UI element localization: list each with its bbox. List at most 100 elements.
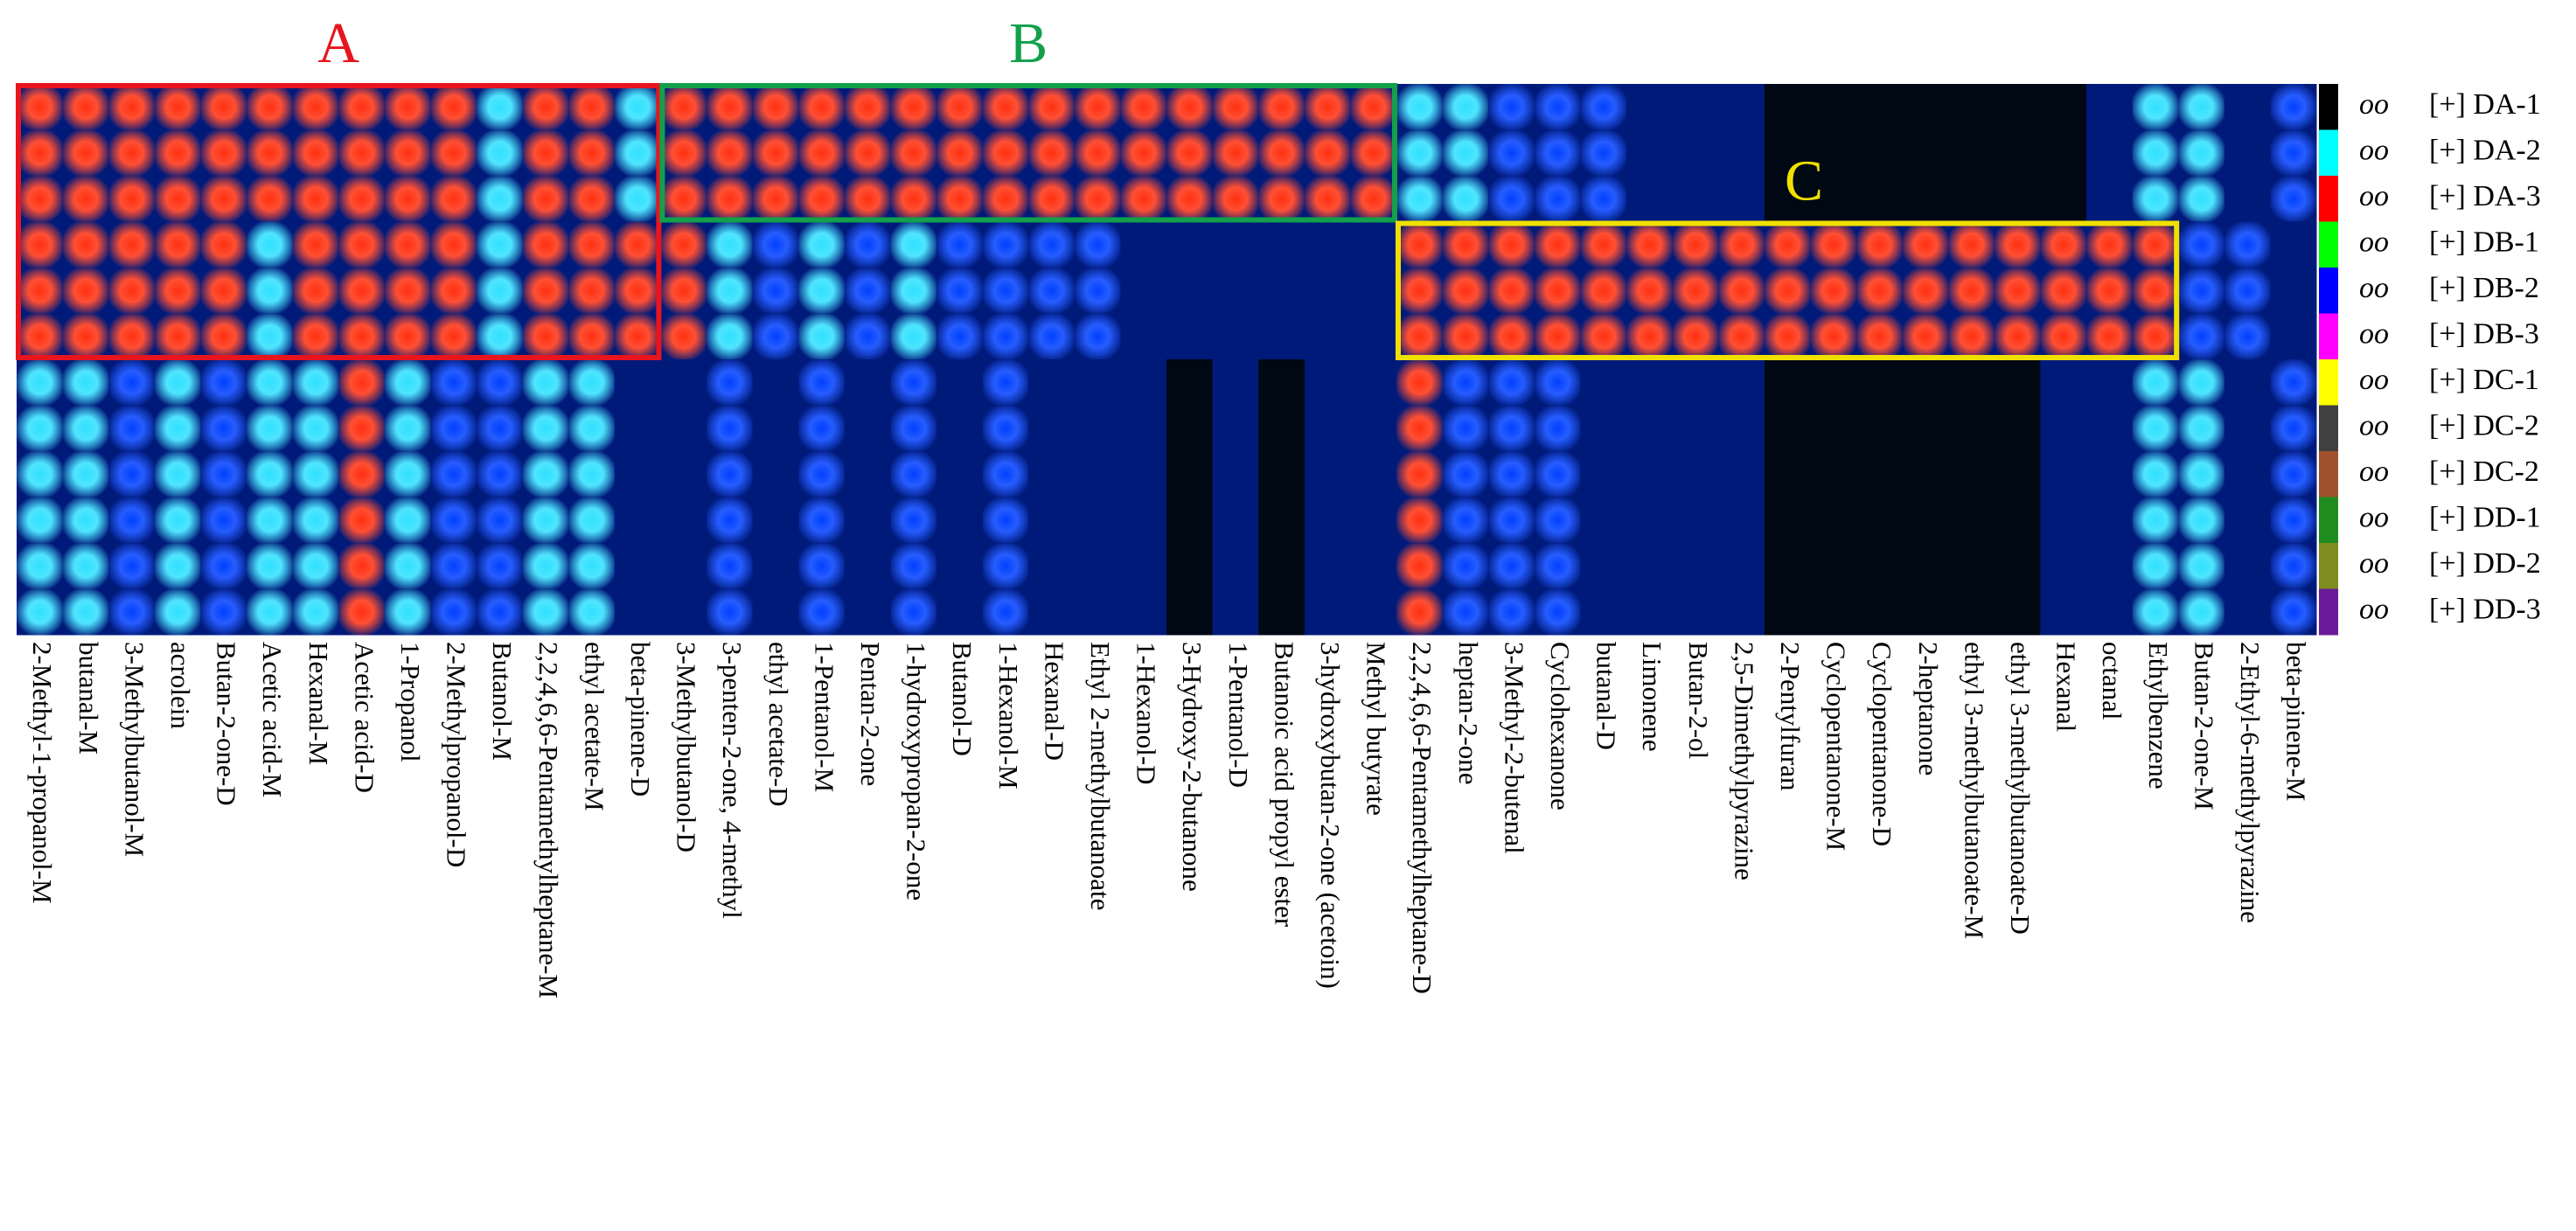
heat-cell — [890, 451, 937, 497]
heat-cell — [62, 268, 109, 314]
heat-cell — [982, 543, 1029, 589]
heat-cell — [1672, 497, 1719, 544]
heat-cell — [660, 543, 707, 589]
heat-cell — [108, 497, 156, 544]
heat-cell — [707, 405, 754, 452]
heat-cell — [338, 313, 386, 360]
heat-cell — [17, 588, 64, 636]
legend-symbol: oo — [2359, 318, 2389, 351]
heat-cell — [752, 129, 799, 177]
heat-cell — [1028, 497, 1076, 544]
heat-cell — [1856, 359, 1904, 406]
column-label: 2-Pentylfuran — [1775, 642, 1806, 791]
heat-cell — [1626, 451, 1674, 497]
heat-cell — [798, 405, 846, 452]
heat-cell — [200, 497, 247, 544]
heat-cell — [1166, 221, 1214, 268]
heat-cell — [62, 543, 109, 589]
heat-cell — [522, 313, 569, 360]
heat-cell — [2086, 313, 2134, 360]
heat-cell — [477, 543, 524, 589]
heat-cell — [1350, 451, 1397, 497]
heat-cell — [844, 221, 891, 268]
heat-cell — [614, 451, 661, 497]
heat-cell — [1856, 84, 1904, 130]
heat-cell — [62, 84, 109, 130]
column-label: 1-Hexanol-M — [993, 642, 1024, 789]
heat-cell — [1994, 84, 2041, 130]
heat-cell — [1994, 313, 2041, 360]
heat-cell — [1810, 313, 1857, 360]
legend-swatch — [2319, 176, 2338, 222]
heat-cell — [890, 497, 937, 544]
column-label: 1-Hexanol-D — [1131, 642, 1162, 785]
column-label: Hexanal — [2051, 642, 2082, 732]
heat-cell — [2270, 313, 2317, 360]
heat-cell — [430, 497, 477, 544]
heat-cell — [1258, 543, 1305, 589]
heat-cell — [1718, 497, 1765, 544]
heat-cell — [568, 588, 616, 636]
legend-swatch — [2319, 221, 2338, 268]
heat-cell — [2224, 268, 2271, 314]
column-label: 2,2,4,6,6-Pentamethylheptane-D — [1407, 642, 1438, 994]
heat-cell — [614, 221, 661, 268]
legend-label: [+] DC-1 — [2429, 364, 2539, 396]
heat-cell — [1626, 405, 1674, 452]
legend-swatch — [2319, 497, 2338, 544]
heat-cell — [200, 405, 247, 452]
heat-cell — [1672, 543, 1719, 589]
heat-cell — [522, 543, 569, 589]
heat-cell — [890, 359, 937, 406]
heat-cell — [292, 359, 339, 406]
heat-cell — [1350, 359, 1397, 406]
heat-cell — [1948, 405, 1995, 452]
heat-cell — [247, 359, 294, 406]
heat-cell — [292, 268, 339, 314]
heat-cell — [936, 221, 984, 268]
heat-cell — [1626, 221, 1674, 268]
heat-cell — [1258, 497, 1305, 544]
heat-cell — [1764, 451, 1811, 497]
heat-cell — [1396, 405, 1444, 452]
heat-cell — [2040, 313, 2087, 360]
heat-cell — [660, 221, 707, 268]
heat-cell — [890, 221, 937, 268]
heat-cell — [1580, 268, 1627, 314]
heat-cell — [1028, 588, 1076, 636]
heat-cell — [844, 359, 891, 406]
heat-cell — [1810, 359, 1857, 406]
heat-cell — [982, 497, 1029, 544]
heat-cell — [1810, 588, 1857, 636]
heat-cell — [1212, 221, 1259, 268]
heat-cell — [1580, 84, 1627, 130]
heat-cell — [1120, 451, 1167, 497]
heat-cell — [292, 405, 339, 452]
heat-cell — [430, 359, 477, 406]
heat-cell — [2224, 497, 2271, 544]
heat-cell — [200, 451, 247, 497]
heat-cell — [477, 268, 524, 314]
legend-swatch — [2319, 313, 2338, 360]
heat-cell — [707, 588, 754, 636]
legend-symbol: oo — [2359, 88, 2389, 121]
heat-cell — [17, 359, 64, 406]
heat-cell — [936, 451, 984, 497]
heat-cell — [1672, 176, 1719, 222]
heat-cell — [1902, 176, 1949, 222]
heat-cell — [2270, 176, 2317, 222]
legend-symbol: oo — [2359, 180, 2389, 212]
heat-cell — [2040, 543, 2087, 589]
column-label: Acetic acid-D — [349, 642, 379, 793]
heat-cell — [707, 451, 754, 497]
heat-cell — [1764, 268, 1811, 314]
heat-cell — [1166, 588, 1214, 636]
heat-cell — [522, 451, 569, 497]
legend-symbol: oo — [2359, 364, 2389, 396]
heat-cell — [982, 588, 1029, 636]
heat-cell — [936, 176, 984, 222]
heat-cell — [1718, 268, 1765, 314]
heat-cell — [247, 221, 294, 268]
heat-cell — [2178, 221, 2225, 268]
heat-cell — [1396, 268, 1444, 314]
